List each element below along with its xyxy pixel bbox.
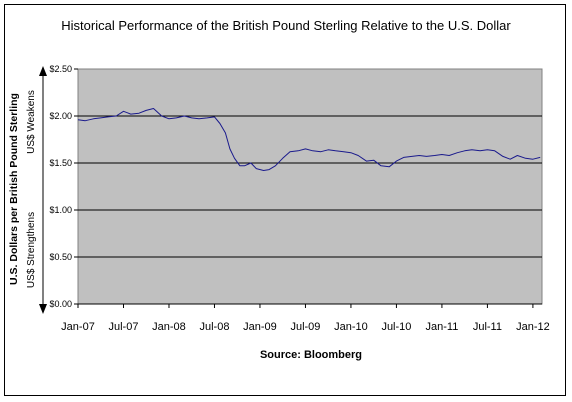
y-tick-label: $0.50: [49, 252, 72, 262]
y-axis-note-weakens: US$ Weakens: [26, 90, 37, 154]
chart-title: Historical Performance of the British Po…: [61, 18, 511, 33]
y-tick-label: $1.50: [49, 158, 72, 168]
y-axis-arrow: [39, 66, 47, 314]
series-layer: [77, 108, 541, 171]
gridlines: [78, 115, 542, 258]
y-tick-label: $2.50: [49, 64, 72, 74]
x-tick-label: Jan-12: [516, 321, 550, 333]
x-axis-ticks: Jan-07 Jul-07 Jan-08 Jul-08 Jan-09 Jul-09 Jan-…: [61, 303, 550, 333]
x-tick-label: Jan-10: [334, 321, 368, 333]
series-line: [77, 108, 541, 171]
x-tick-label: Jul-07: [109, 321, 139, 333]
y-axis-ticks: $0.00 $0.50 $1.00 $1.50 $2.00 $2.50: [49, 64, 78, 309]
x-tick-label: Jan-07: [61, 321, 95, 333]
x-tick-label: Jan-08: [152, 321, 186, 333]
x-tick-label: Jul-08: [199, 321, 229, 333]
plot-area: [77, 68, 543, 305]
y-tick-label: $1.00: [49, 205, 72, 215]
y-axis-label: U.S. Dollars per British Pound Sterling: [8, 93, 20, 285]
x-tick-label: Jan-11: [426, 321, 459, 333]
y-axis-note-strengthens: US$ Strengthens: [26, 212, 37, 288]
x-tick-label: Jul-09: [290, 321, 320, 333]
x-tick-label: Jan-09: [243, 321, 277, 333]
x-tick-label: Jul-11: [473, 321, 502, 333]
y-tick-label: $2.00: [49, 111, 72, 121]
x-tick-label: Jul-10: [381, 321, 411, 333]
y-tick-label: $0.00: [49, 299, 72, 309]
chart-source: Source: Bloomberg: [260, 349, 362, 361]
